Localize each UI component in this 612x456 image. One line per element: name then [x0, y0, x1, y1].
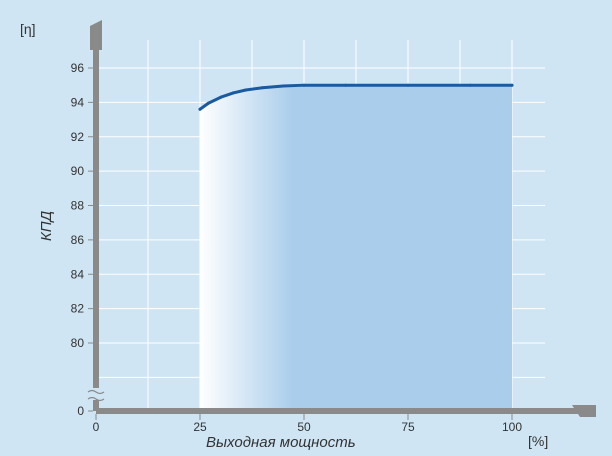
x-tick-label: 75 — [401, 420, 415, 434]
data-point — [406, 83, 410, 87]
x-tick-label: 100 — [502, 420, 522, 434]
data-point — [198, 107, 202, 111]
axes — [87, 20, 596, 417]
y-axis-arrow — [90, 20, 102, 50]
x-tick-label: 0 — [93, 420, 100, 434]
y-unit-label: [η] — [20, 21, 36, 37]
data-point — [468, 83, 472, 87]
data-point — [510, 83, 514, 87]
y-tick-label: 82 — [71, 302, 85, 316]
x-unit-label: [%] — [528, 433, 548, 449]
y-tick-label: 96 — [71, 61, 85, 75]
data-point — [344, 83, 348, 87]
x-axis-title: Выходная мощность — [206, 434, 356, 451]
y-tick-label: 86 — [71, 233, 85, 247]
shaded-region — [200, 85, 512, 411]
axis-break-mark — [87, 389, 105, 402]
data-point — [219, 95, 223, 99]
data-point — [206, 101, 210, 105]
y-tick-label: 80 — [71, 336, 85, 350]
x-tick-label: 50 — [297, 420, 311, 434]
y-tick-label: 88 — [71, 199, 85, 213]
x-axis-arrow — [572, 405, 596, 417]
series-group — [198, 83, 514, 111]
tick-labels: 0 25 50 75 100 0 80 82 84 86 88 90 92 94 96 — [71, 61, 523, 434]
y-tick-label: 94 — [71, 95, 85, 109]
y-tick-label: 0 — [77, 404, 84, 418]
x-tick-label: 25 — [193, 420, 207, 434]
efficiency-line — [198, 83, 514, 111]
data-point — [244, 88, 248, 92]
data-point — [302, 83, 306, 87]
y-tick-label: 84 — [71, 267, 85, 281]
y-tick-label: 90 — [71, 164, 85, 178]
data-point — [281, 84, 285, 88]
y-tick-label: 92 — [71, 130, 85, 144]
y-axis-title: КПД — [38, 210, 55, 241]
shaded-area — [200, 85, 512, 411]
data-point — [260, 86, 264, 90]
data-point — [231, 91, 235, 95]
